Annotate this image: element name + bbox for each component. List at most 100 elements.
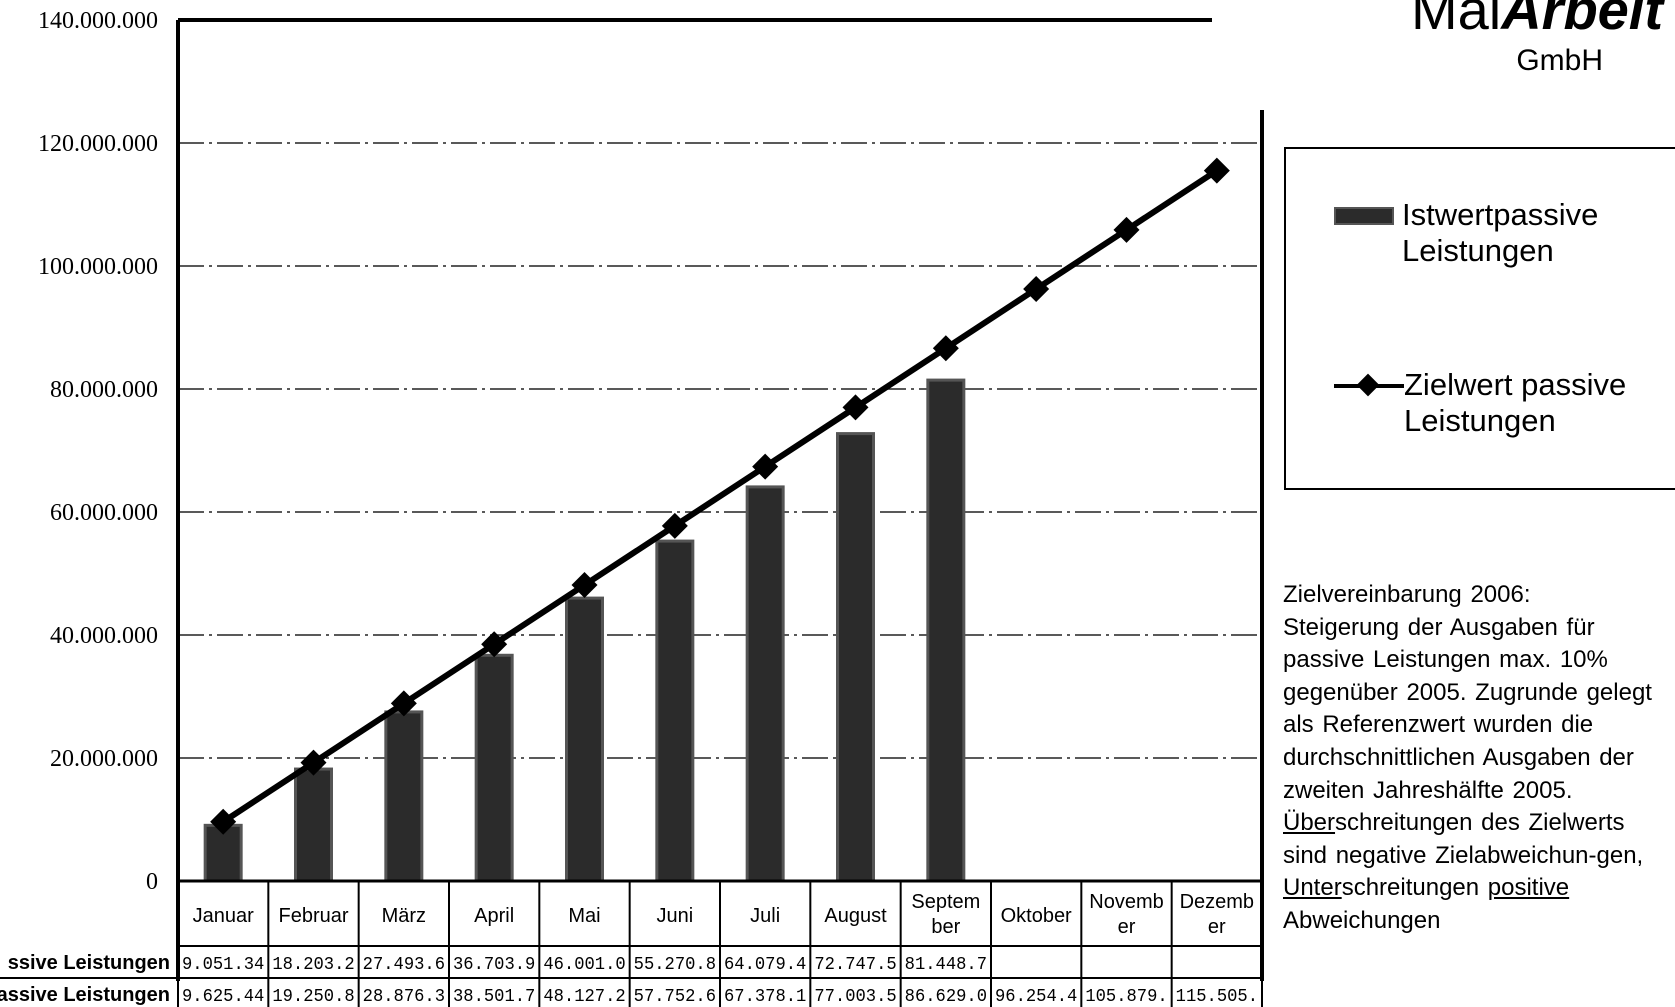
legend-line-swatch [1334,371,1404,401]
y-tick-label: 40.000.000 [50,623,158,649]
target-point [210,808,237,835]
y-tick-label: 0 [146,869,158,895]
grid-lines [178,142,1262,759]
table-cell: 105.879. [1085,987,1167,1007]
category-label: Juni [656,905,693,927]
note-line: gegenüber 2005. Zugrunde gelegt [1283,678,1652,706]
category-label: Dezemb er [1180,891,1254,938]
table-cell: 81.448.7 [905,955,987,975]
note-line: zweiten Jahreshälfte 2005. [1283,776,1573,804]
table-cell: 77.003.5 [814,987,896,1007]
category-label: April [474,905,514,927]
table-cell: 46.001.0 [543,955,625,975]
axes [176,18,1264,981]
note-line: sind negative Zielabweichun-gen, [1283,841,1644,869]
table-cell: 67.378.1 [724,987,806,1007]
table-cell: 38.501.7 [453,987,535,1007]
logo-name: MalArbeit [1410,0,1663,41]
y-tick-label: 120.000.000 [38,131,158,157]
bar [294,767,333,883]
target-point [300,749,327,776]
note-text: schreitungen [1341,874,1488,902]
target-point [1113,216,1140,243]
target-point [571,572,598,599]
target-point [661,512,688,539]
bar [565,596,604,883]
table-cell: 96.254.4 [995,987,1077,1007]
bar [745,485,785,883]
table-cell: 48.127.2 [543,987,625,1007]
category-label: Septem ber [911,891,980,938]
table-cell: 72.747.5 [814,955,896,975]
table-cell: 19.250.8 [272,987,354,1007]
y-tick-label: 20.000.000 [50,746,158,772]
note-line: Abweichungen [1283,906,1441,934]
table-cell: 86.629.0 [905,987,987,1007]
bar [655,539,695,883]
bar [926,378,966,883]
target-note: Zielvereinbarung 2006: Steigerung der Au… [1283,579,1675,938]
y-tick-label: 100.000.000 [38,254,158,280]
legend-item-actual: Istwertpassive Leistungen [1334,197,1598,269]
note-line: Unterschreitungen positive [1283,872,1675,905]
category-label: August [824,905,887,927]
category-label: Novemb er [1089,891,1163,938]
category-label: Januar [193,905,254,927]
category-label-line: Dezemb [1180,891,1254,913]
table-cell: 36.703.9 [453,955,535,975]
note-text: schreitungen des Zielwerts [1335,809,1625,837]
category-label-line: Septem [911,891,980,913]
line-series [210,157,1230,835]
note-underline: positive [1487,874,1570,902]
target-point [752,453,779,480]
legend-bar-swatch [1334,207,1394,225]
note-line: Steigerung der Ausgaben für [1283,613,1595,641]
category-label: Oktober [1001,905,1072,927]
target-point [1023,276,1050,303]
table-cell: 55.270.8 [634,955,716,975]
target-point [932,335,959,362]
note-underline: Unter [1283,874,1342,902]
table-row-label: assive Leistungen [0,984,170,1006]
chart-legend: Istwertpassive Leistungen Zielwert passi… [1284,147,1675,490]
table-cell: 57.752.6 [634,987,716,1007]
note-line: durchschnittlichen Ausgaben der [1283,743,1634,771]
bar-series [203,378,966,883]
bar [836,432,875,883]
target-point [481,631,508,658]
bar [384,710,424,883]
category-label-line: Novemb [1089,891,1163,913]
y-tick-label: 80.000.000 [50,377,158,403]
target-point [1203,157,1230,184]
category-label: März [382,905,426,927]
y-tick-label: 60.000.000 [50,500,158,526]
target-point [390,690,417,717]
table-cell: 9.051.34 [182,955,264,975]
table-cell: 28.876.3 [363,987,445,1007]
table-cell: 27.493.6 [363,955,445,975]
table-cell: 64.079.4 [724,955,806,975]
legend-label-target: Zielwert passive Leistungen [1404,367,1627,438]
target-line [221,168,1219,825]
table-row-label: ssive Leistungen [8,952,170,974]
target-point [842,394,869,421]
category-label: Februar [278,905,348,927]
note-line: Überschreitungen des Zielwerts [1283,807,1675,840]
category-label-line: er [1118,916,1136,938]
note-line: passive Leistungen max. 10% [1283,646,1608,674]
table-cell: 115.505. [1176,987,1258,1007]
category-label-line: ber [931,916,960,938]
table-cell: 18.203.2 [272,955,354,975]
y-tick-label: 140.000.000 [38,8,158,34]
legend-label-actual: Istwertpassive Leistungen [1402,197,1599,268]
note-underline: Über [1283,809,1336,837]
legend-item-target: Zielwert passive Leistungen [1334,367,1626,439]
category-label: Mai [568,905,600,927]
company-logo: MalArbeit GmbH [1411,0,1663,78]
category-label-line: er [1208,916,1226,938]
note-line: Zielvereinbarung 2006: [1283,581,1531,608]
category-label: Juli [750,905,780,927]
note-line: als Referenzwert wurden die [1283,711,1594,739]
data-table: Januar Februar März April Mai Juni Juli August S… [0,881,1263,1007]
